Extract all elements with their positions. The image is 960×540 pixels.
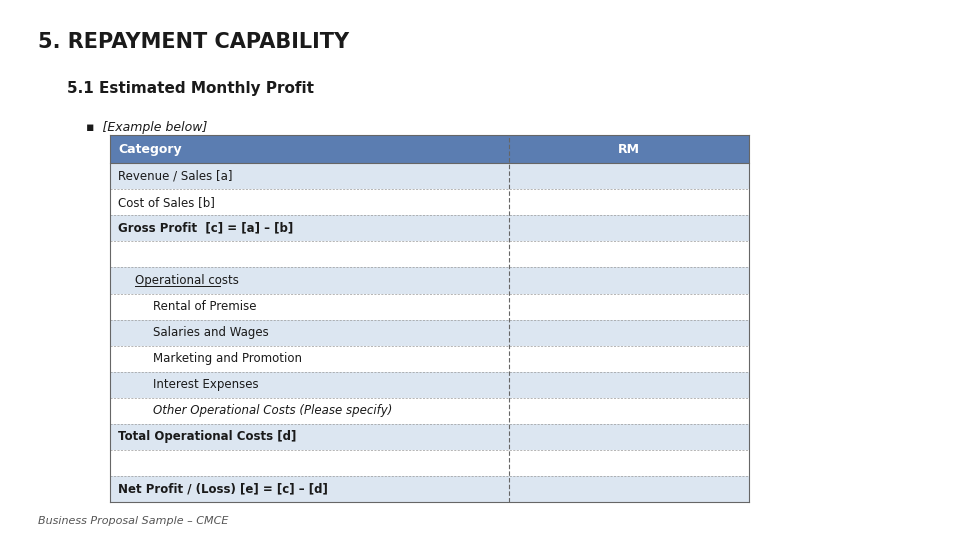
FancyBboxPatch shape (110, 372, 749, 398)
Text: Salaries and Wages: Salaries and Wages (153, 326, 269, 339)
Text: RM: RM (618, 143, 639, 156)
FancyBboxPatch shape (110, 398, 749, 424)
FancyBboxPatch shape (110, 346, 749, 372)
FancyBboxPatch shape (110, 135, 749, 163)
FancyBboxPatch shape (110, 320, 749, 346)
Text: Other Operational Costs (Please specify): Other Operational Costs (Please specify) (153, 404, 392, 417)
Text: Business Proposal Sample – CMCE: Business Proposal Sample – CMCE (38, 516, 228, 526)
FancyBboxPatch shape (110, 267, 749, 294)
Text: Operational costs: Operational costs (135, 274, 239, 287)
Text: 5.1 Estimated Monthly Profit: 5.1 Estimated Monthly Profit (67, 81, 314, 96)
Text: 5. REPAYMENT CAPABILITY: 5. REPAYMENT CAPABILITY (38, 32, 349, 52)
FancyBboxPatch shape (110, 294, 749, 320)
FancyBboxPatch shape (110, 241, 749, 267)
Text: Interest Expenses: Interest Expenses (153, 379, 258, 392)
FancyBboxPatch shape (110, 215, 749, 241)
Text: Marketing and Promotion: Marketing and Promotion (153, 352, 301, 365)
Text: Revenue / Sales [a]: Revenue / Sales [a] (118, 170, 232, 183)
Text: Cost of Sales [b]: Cost of Sales [b] (118, 195, 215, 208)
Text: Total Operational Costs [d]: Total Operational Costs [d] (118, 430, 297, 443)
FancyBboxPatch shape (110, 476, 749, 502)
Text: Net Profit / (Loss) [e] = [c] – [d]: Net Profit / (Loss) [e] = [c] – [d] (118, 483, 328, 496)
Text: ▪  [Example below]: ▪ [Example below] (86, 122, 207, 134)
Text: Category: Category (118, 143, 181, 156)
Text: Rental of Premise: Rental of Premise (153, 300, 256, 313)
FancyBboxPatch shape (110, 189, 749, 215)
FancyBboxPatch shape (110, 450, 749, 476)
Text: Gross Profit  [c] = [a] – [b]: Gross Profit [c] = [a] – [b] (118, 222, 294, 235)
FancyBboxPatch shape (110, 424, 749, 450)
FancyBboxPatch shape (110, 163, 749, 189)
